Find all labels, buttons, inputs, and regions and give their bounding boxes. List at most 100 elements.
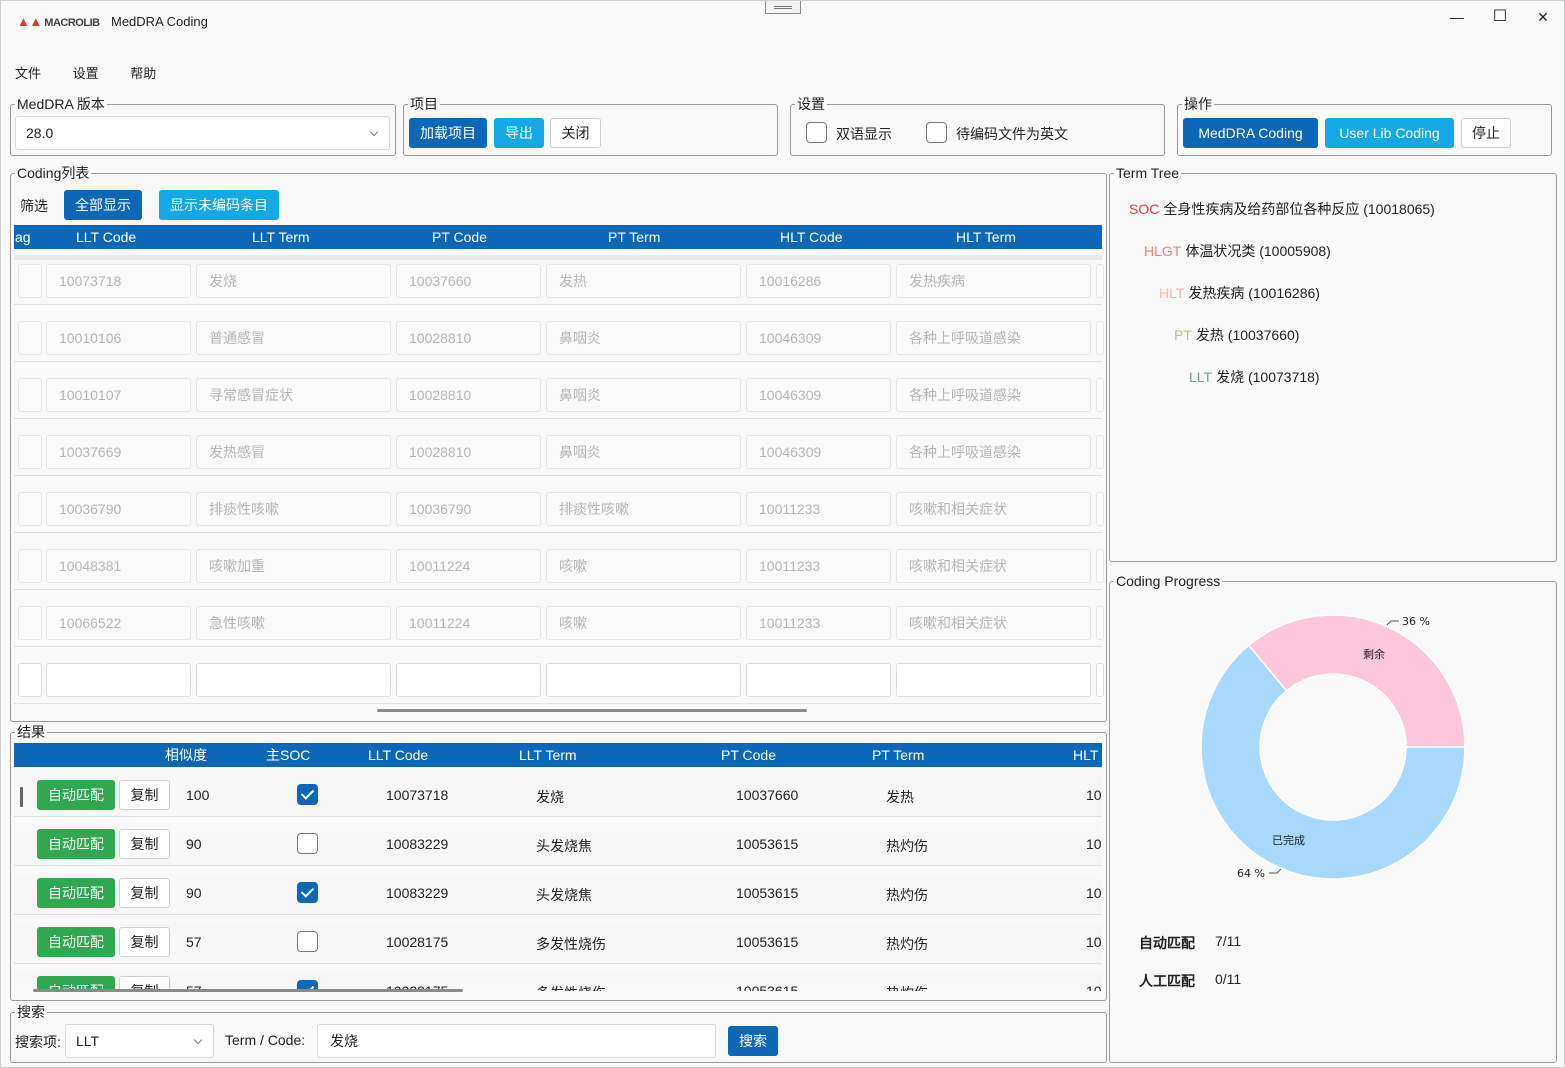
col-header-pt-code[interactable]: PT Code bbox=[432, 229, 487, 245]
cell-hlt-code[interactable]: 10011233 bbox=[746, 492, 891, 526]
cell-hlt-term[interactable]: 咳嗽和相关症状 bbox=[896, 606, 1091, 640]
cell-pt-term[interactable]: 鼻咽炎 bbox=[546, 321, 741, 355]
cell-hlt-term[interactable]: 各种上呼吸道感染 bbox=[896, 321, 1091, 355]
search-field-select[interactable]: LLT bbox=[65, 1024, 214, 1058]
english-source-checkbox[interactable] bbox=[926, 122, 947, 143]
stop-button[interactable]: 停止 bbox=[1461, 118, 1511, 148]
tree-node-hlt[interactable]: HLT 发热疾病 (10016286) bbox=[1159, 283, 1320, 303]
auto-match-button[interactable]: 自动匹配 bbox=[37, 927, 115, 957]
cell-pt-code[interactable]: 10028810 bbox=[396, 378, 541, 412]
cell-hlt-term[interactable]: 咳嗽和相关症状 bbox=[896, 492, 1091, 526]
cell-llt-term[interactable]: 咳嗽加重 bbox=[196, 549, 391, 583]
cell-pt-code[interactable]: 10011224 bbox=[396, 606, 541, 640]
meddra-version-select[interactable]: 28.0 bbox=[15, 116, 390, 150]
maximize-icon[interactable]: ☐ bbox=[1492, 8, 1508, 25]
auto-match-button[interactable]: 自动匹配 bbox=[37, 878, 115, 908]
auto-match-button[interactable]: 自动匹配 bbox=[37, 780, 115, 810]
main-soc-checkbox[interactable] bbox=[297, 833, 318, 854]
cell-pt-code[interactable] bbox=[396, 663, 541, 697]
res-col-main-soc[interactable]: 主SOC bbox=[266, 747, 311, 763]
cell-llt-code[interactable]: 10066522 bbox=[46, 606, 191, 640]
cell-pt-term[interactable]: 咳嗽 bbox=[546, 606, 741, 640]
cell-llt-code[interactable]: 10037669 bbox=[46, 435, 191, 469]
cell-llt-code[interactable]: 10010106 bbox=[46, 321, 191, 355]
col-header-pt-term[interactable]: PT Term bbox=[608, 229, 661, 245]
tree-node-pt[interactable]: PT 发热 (10037660) bbox=[1174, 325, 1299, 345]
main-soc-checkbox[interactable] bbox=[297, 784, 318, 805]
cell-hlt-code[interactable]: 10046309 bbox=[746, 435, 891, 469]
cell-llt-term[interactable]: 急性咳嗽 bbox=[196, 606, 391, 640]
cell-hlt-term[interactable]: 发热疾病 bbox=[896, 264, 1091, 298]
load-project-button[interactable]: 加载项目 bbox=[409, 118, 487, 148]
minimize-icon[interactable]: — bbox=[1450, 9, 1464, 25]
cell-llt-term[interactable]: 寻常感冒症状 bbox=[196, 378, 391, 412]
tree-node-soc[interactable]: SOC 全身性疾病及给药部位各种反应 (10018065) bbox=[1129, 199, 1435, 219]
cell-pt-term[interactable]: 鼻咽炎 bbox=[546, 378, 741, 412]
cell-hlt-term[interactable] bbox=[896, 663, 1091, 697]
show-all-button[interactable]: 全部显示 bbox=[64, 190, 142, 220]
main-soc-checkbox[interactable] bbox=[297, 980, 318, 991]
close-icon[interactable]: ✕ bbox=[1537, 9, 1549, 25]
col-header-flag[interactable]: ag bbox=[15, 229, 31, 245]
cell-pt-term[interactable]: 发热 bbox=[546, 264, 741, 298]
cell-llt-code[interactable] bbox=[46, 663, 191, 697]
copy-button[interactable]: 复制 bbox=[119, 829, 170, 859]
cell-hlt-term[interactable]: 各种上呼吸道感染 bbox=[896, 435, 1091, 469]
cell-hlt-code[interactable]: 10046309 bbox=[746, 378, 891, 412]
cell-llt-term[interactable] bbox=[196, 663, 391, 697]
res-col-llt-code[interactable]: LLT Code bbox=[368, 747, 429, 763]
auto-match-button[interactable]: 自动匹配 bbox=[37, 829, 115, 859]
show-uncoded-button[interactable]: 显示未编码条目 bbox=[159, 190, 279, 220]
cell-pt-code[interactable]: 10037660 bbox=[396, 264, 541, 298]
col-header-llt-code[interactable]: LLT Code bbox=[76, 229, 137, 245]
col-header-hlt-term[interactable]: HLT Term bbox=[956, 229, 1016, 245]
cell-hlt-term[interactable]: 各种上呼吸道感染 bbox=[896, 378, 1091, 412]
cell-pt-code[interactable]: 10028810 bbox=[396, 321, 541, 355]
col-header-llt-term[interactable]: LLT Term bbox=[252, 229, 310, 245]
res-col-similarity[interactable]: 相似度 bbox=[165, 747, 207, 763]
res-col-llt-term[interactable]: LLT Term bbox=[519, 747, 577, 763]
cell-pt-term[interactable]: 排痰性咳嗽 bbox=[546, 492, 741, 526]
userlib-coding-button[interactable]: User Lib Coding bbox=[1325, 118, 1454, 148]
copy-button[interactable]: 复制 bbox=[119, 976, 170, 991]
results-scrollbar[interactable] bbox=[33, 989, 463, 992]
coding-list-scrollbar[interactable] bbox=[377, 709, 807, 712]
search-button[interactable]: 搜索 bbox=[728, 1026, 778, 1056]
cell-llt-term[interactable]: 排痰性咳嗽 bbox=[196, 492, 391, 526]
main-soc-checkbox[interactable] bbox=[297, 931, 318, 952]
cell-llt-term[interactable]: 发烧 bbox=[196, 264, 391, 298]
main-soc-checkbox[interactable] bbox=[297, 882, 318, 903]
menu-file[interactable]: 文件 bbox=[15, 66, 42, 81]
copy-button[interactable]: 复制 bbox=[119, 780, 170, 810]
cell-pt-term[interactable]: 鼻咽炎 bbox=[546, 435, 741, 469]
cell-llt-code[interactable]: 10036790 bbox=[46, 492, 191, 526]
menu-help[interactable]: 帮助 bbox=[130, 66, 157, 81]
cell-pt-code[interactable]: 10028810 bbox=[396, 435, 541, 469]
bilingual-checkbox[interactable] bbox=[806, 122, 827, 143]
cell-pt-code[interactable]: 10036790 bbox=[396, 492, 541, 526]
term-code-input[interactable]: 发烧 bbox=[317, 1024, 716, 1058]
auto-match-button[interactable]: 自动匹配 bbox=[37, 976, 115, 991]
cell-hlt-code[interactable]: 10046309 bbox=[746, 321, 891, 355]
copy-button[interactable]: 复制 bbox=[119, 878, 170, 908]
res-col-pt-term[interactable]: PT Term bbox=[872, 747, 925, 763]
cell-llt-code[interactable]: 10048381 bbox=[46, 549, 191, 583]
cell-hlt-code[interactable] bbox=[746, 663, 891, 697]
tree-node-hlgt[interactable]: HLGT 体温状况类 (10005908) bbox=[1144, 241, 1331, 261]
cell-llt-code[interactable]: 10073718 bbox=[46, 264, 191, 298]
cell-hlt-code[interactable]: 10016286 bbox=[746, 264, 891, 298]
copy-button[interactable]: 复制 bbox=[119, 927, 170, 957]
cell-hlt-code[interactable]: 10011233 bbox=[746, 549, 891, 583]
drag-handle-icon[interactable] bbox=[765, 1, 801, 14]
cell-llt-code[interactable]: 10010107 bbox=[46, 378, 191, 412]
cell-hlt-term[interactable]: 咳嗽和相关症状 bbox=[896, 549, 1091, 583]
res-col-hlt[interactable]: HLT bbox=[1073, 747, 1099, 763]
cell-pt-code[interactable]: 10011224 bbox=[396, 549, 541, 583]
cell-llt-term[interactable]: 发热感冒 bbox=[196, 435, 391, 469]
col-header-hlt-code[interactable]: HLT Code bbox=[780, 229, 843, 245]
export-button[interactable]: 导出 bbox=[494, 118, 544, 148]
menu-settings[interactable]: 设置 bbox=[72, 66, 99, 81]
cell-pt-term[interactable] bbox=[546, 663, 741, 697]
res-col-pt-code[interactable]: PT Code bbox=[721, 747, 776, 763]
cell-hlt-code[interactable]: 10011233 bbox=[746, 606, 891, 640]
